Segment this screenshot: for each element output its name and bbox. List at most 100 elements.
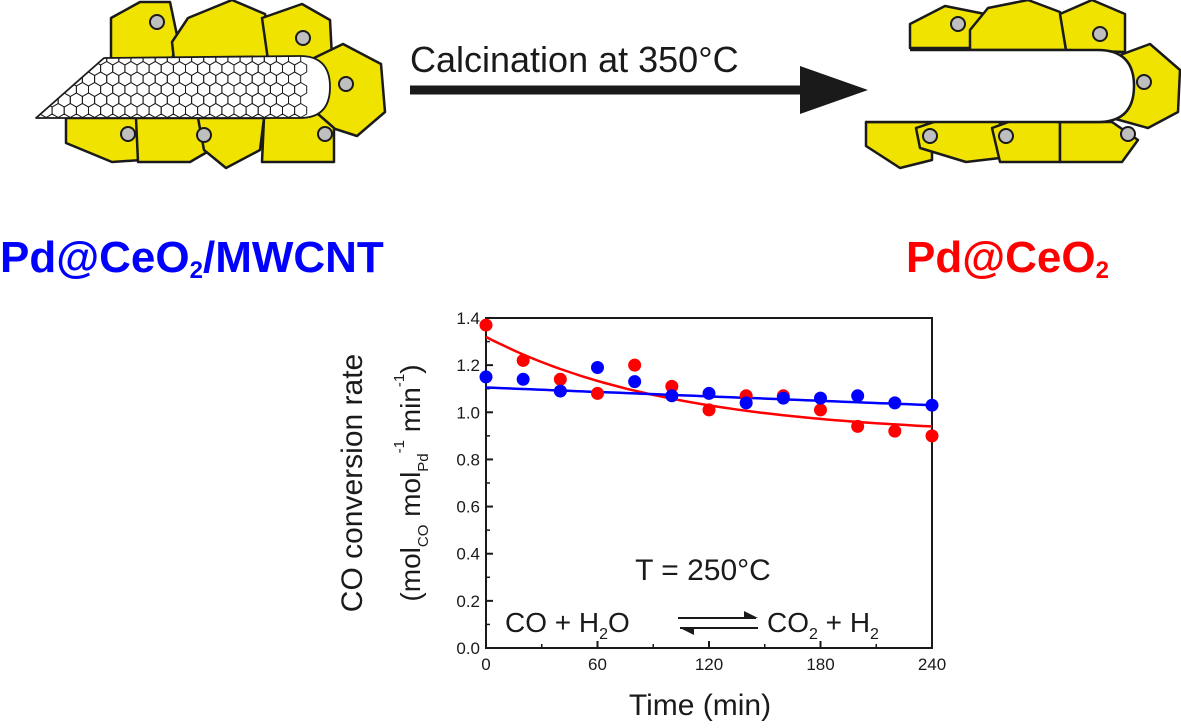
temperature-annotation: T = 250°C [635,554,771,587]
honeycomb-cell [63,61,77,76]
data-point-series-1 [851,389,865,403]
honeycomb-cell [130,113,144,118]
y-tick-label: 1.0 [456,403,480,422]
honeycomb-cell [142,113,156,118]
honeycomb-cell [45,113,59,118]
honeycomb-cell [239,113,253,118]
arrow-head-icon [800,66,868,114]
y-axis-unit-text: (molCO molPd-1 min-1) [391,364,432,601]
data-point-series-0 [628,358,642,372]
honeycomb-cell [69,56,83,66]
x-axis-label: Time (min) [629,689,771,722]
honeycomb-cell [69,113,83,118]
x-tick-label: 120 [695,655,723,674]
honeycomb-cell [81,113,96,118]
honeycomb-cell [191,113,205,118]
co-conversion-chart: 0 60 120 180 240 0.0 0.2 0.4 0.6 0.8 1.0 1.2 1.4 CO … [336,309,946,722]
y-axis-label-line1: CO conversion rate [336,354,369,612]
pd-particle-icon [922,128,938,144]
data-point-series-1 [591,361,604,374]
data-point-series-1 [888,396,902,410]
data-point-series-1 [925,398,939,412]
honeycomb-cell [57,113,71,118]
data-point-series-1 [739,396,753,410]
honeycomb-cell [288,113,302,118]
pd-particle-icon [295,30,311,46]
honeycomb-cell [106,113,120,118]
honeycomb-cell [36,56,47,66]
axis-ticks: 0 60 120 180 240 0.0 0.2 0.4 0.6 0.8 1.0 1.2 1.4 [456,309,946,674]
reaction-right: CO2 + H2 [767,607,879,643]
pd-particle-icon [950,16,966,32]
honeycomb-cell [45,56,59,66]
ceria-crystal-icon [1058,0,1127,54]
honeycomb-cell [118,113,132,118]
honeycomb-cell [166,113,180,118]
data-point-series-0 [591,386,604,400]
pd-particle-icon [1136,74,1152,90]
x-tick-label: 240 [918,655,946,674]
y-tick-label: 0.0 [456,639,480,658]
honeycomb-cell [203,113,217,118]
label-left-tail: /MWCNT [202,233,384,282]
calcination-arrow: Calcination at 350°C [410,39,868,114]
honeycomb-cell [39,61,53,76]
hollow-channel [866,48,1136,124]
data-point-series-1 [814,391,827,405]
mwcnt-tube [35,55,331,119]
label-pd-ceo2: Pd@CeO2 [906,236,1109,283]
y-tick-label: 0.6 [456,498,480,517]
data-point-series-1 [628,375,642,389]
pd-particle-icon [1092,26,1108,42]
y-tick-label: 0.2 [456,592,480,611]
y-axis-unit: (molCO molPd-1 min-1) [391,364,432,601]
data-point-series-1 [665,389,679,403]
pd-particle-icon [1120,126,1136,142]
y-tick-label: 0.4 [456,545,480,564]
pd-particle-icon [149,14,165,30]
pd-particle-icon [196,127,212,143]
y-axis-label: CO conversion rate [336,354,369,612]
honeycomb-cell [39,82,53,97]
pd-ceo2-mwcnt-schematic [35,0,387,170]
data-point-series-0 [888,424,902,438]
data-point-series-0 [553,372,567,386]
pd-ceo2-schematic [864,0,1181,170]
y-tick-label: 1.2 [456,356,480,375]
data-point-series-1 [702,386,716,400]
honeycomb-cell [81,56,96,66]
honeycomb-cell [215,113,229,118]
label-right-main: Pd@CeO [906,233,1096,282]
x-tick-label: 180 [806,655,834,674]
label-left-sub: 2 [189,257,203,284]
honeycomb-cell [57,71,71,87]
honeycomb-cell [36,92,47,108]
data-point-series-0 [925,429,939,443]
data-point-series-1 [553,384,567,398]
data-points [479,318,939,443]
data-point-series-1 [516,372,530,386]
pd-particle-icon [998,128,1014,144]
ceria-crystal-icon [968,0,1068,52]
data-point-series-0 [516,353,530,367]
honeycomb-cell [178,113,193,118]
label-pd-ceo2-mwcnt: Pd@CeO2/MWCNT [0,236,384,283]
honeycomb-cell [251,113,265,118]
pd-particle-icon [120,126,136,142]
honeycomb-cell [57,56,71,66]
reaction-arrows-icon [678,611,758,635]
honeycomb-cell [263,113,277,118]
honeycomb-cell [45,71,59,87]
honeycomb-cell [36,71,47,87]
data-point-series-0 [814,403,827,417]
y-tick-label: 0.8 [456,450,480,469]
pd-particle-icon [317,126,333,142]
data-point-series-0 [479,318,493,332]
data-point-series-0 [665,379,679,393]
reaction-left: CO + H2O [505,607,630,643]
honeycomb-cell [227,113,241,118]
data-point-series-0 [702,403,716,417]
x-tick-label: 0 [481,655,490,674]
